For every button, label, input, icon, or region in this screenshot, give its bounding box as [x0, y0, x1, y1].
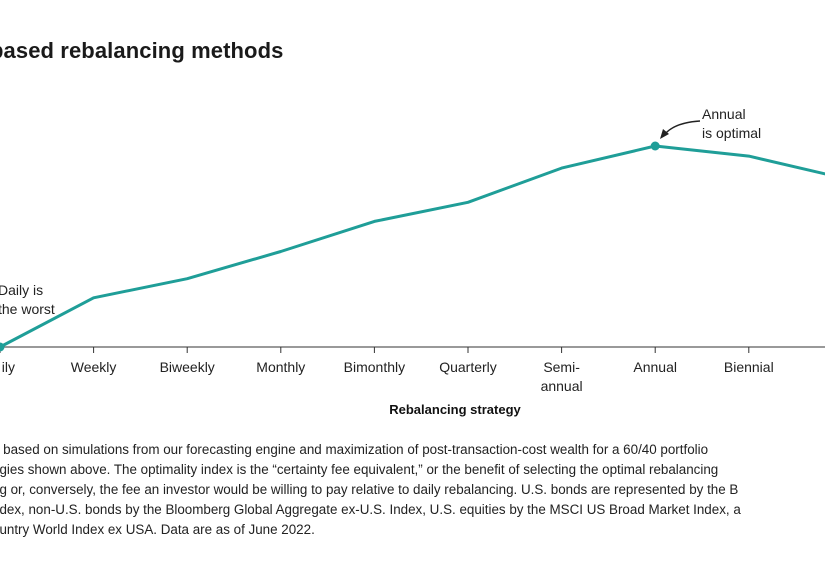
x-tick-label: Quarterly — [439, 359, 497, 375]
x-tick-label: Bimonthly — [344, 359, 405, 375]
note-line: ng or, conversely, the fee an investor w… — [0, 482, 739, 497]
note-line: e based on simulations from our forecast… — [0, 442, 709, 457]
x-tick-label: Monthly — [256, 359, 305, 375]
data-point — [0, 342, 5, 352]
chart-note: e based on simulations from our forecast… — [0, 440, 825, 540]
data-points — [0, 141, 660, 352]
x-tick-label: annual — [541, 378, 583, 394]
annotations: Daily is the worst Annual is optimal — [0, 106, 761, 317]
x-tick-label: ily — [2, 359, 15, 375]
annotation-text: Annual — [702, 106, 746, 122]
annotation-arrow — [664, 120, 701, 135]
x-axis-title: Rebalancing strategy — [389, 402, 521, 417]
annotation-arrowhead — [660, 129, 669, 139]
x-tick-label: Biennial — [724, 359, 774, 375]
x-axis-ticks — [0, 347, 750, 353]
series-line — [0, 144, 825, 349]
x-tick-label: Weekly — [71, 359, 117, 375]
note-line: ountry World Index ex USA. Data are as o… — [0, 522, 315, 537]
x-tick-label: Semi- — [543, 359, 580, 375]
note-line: egies shown above. The optimality index … — [0, 462, 719, 477]
data-point — [650, 141, 660, 151]
annotation-text: Daily is — [0, 282, 43, 298]
x-tick-label: Biweekly — [160, 359, 215, 375]
note-line: ndex, non-U.S. bonds by the Bloomberg Gl… — [0, 502, 741, 517]
annotation-text: the worst — [0, 301, 55, 317]
annotation-text: is optimal — [702, 125, 761, 141]
x-axis-tick-labels: ily Weekly Biweekly Monthly Bimonthly Quarter… — [2, 359, 774, 394]
x-tick-label: Annual — [633, 359, 677, 375]
chart-title: based rebalancing methods — [0, 38, 284, 63]
line-chart: ily Weekly Biweekly Monthly Bimonthly Quarter… — [0, 106, 825, 417]
